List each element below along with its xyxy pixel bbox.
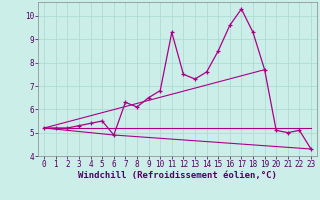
X-axis label: Windchill (Refroidissement éolien,°C): Windchill (Refroidissement éolien,°C) <box>78 171 277 180</box>
